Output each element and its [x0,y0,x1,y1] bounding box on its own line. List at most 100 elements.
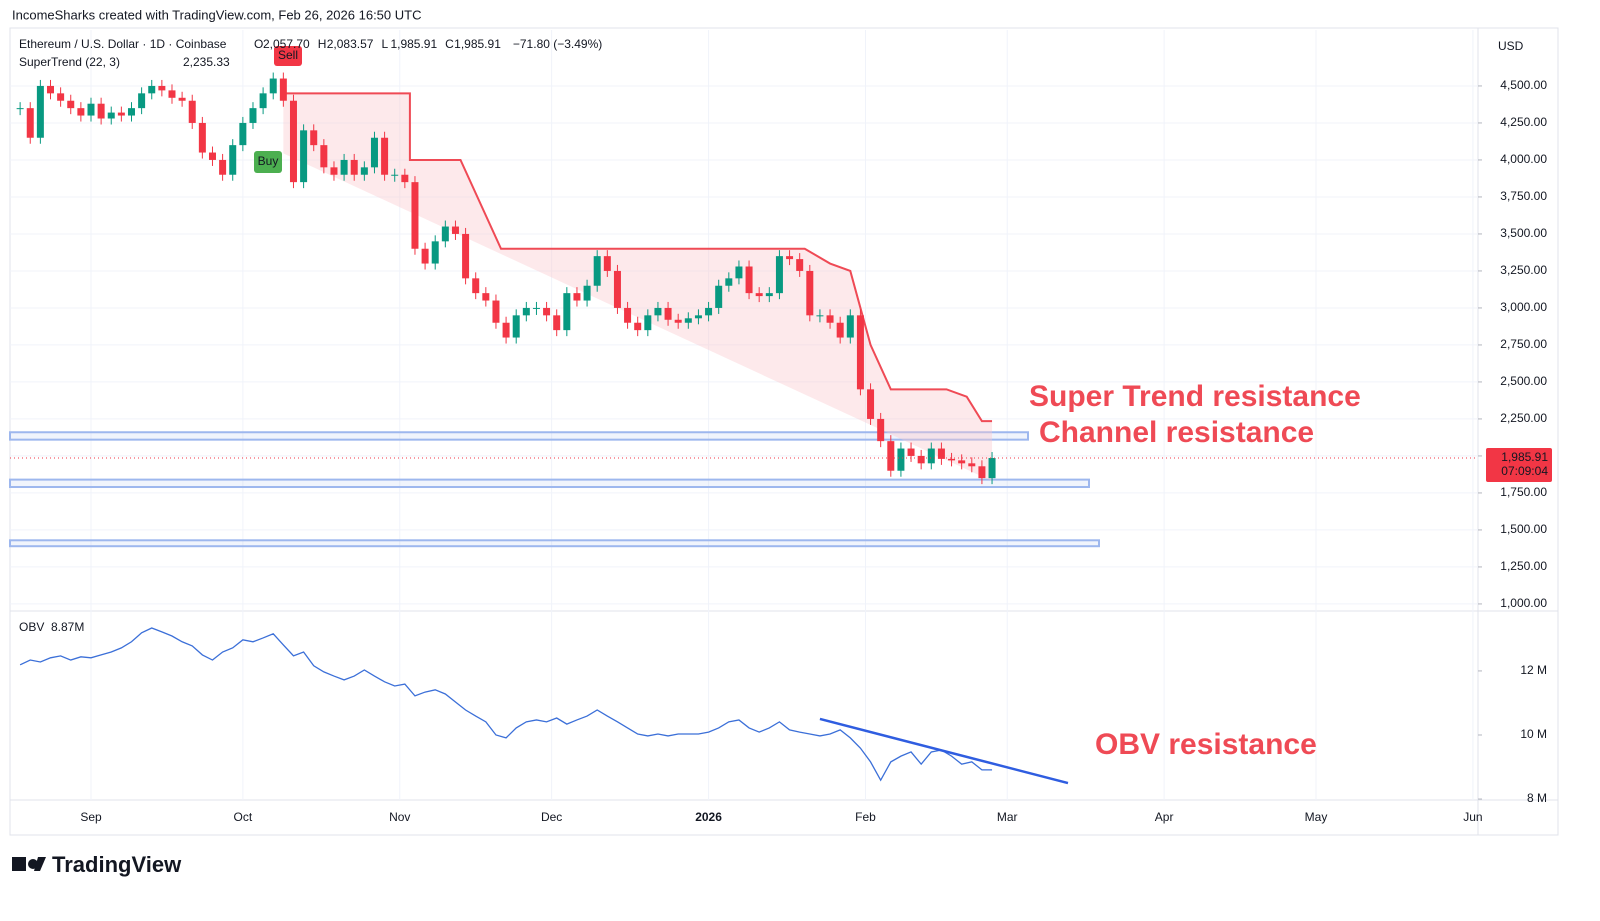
candle [381,137,389,175]
brand: TradingView [52,852,182,877]
candle [198,122,206,153]
candle [715,285,723,308]
supertrend-fill [283,93,993,482]
y-tick-label: 4,000.00 [1500,152,1547,166]
candle [451,226,459,234]
legend-value: 2,083.57 [327,37,374,51]
x-tick-label: Apr [1155,810,1174,824]
x-tick-label: Oct [234,810,253,824]
legend-key: H [318,37,327,51]
y-tick-label: 1,000.00 [1500,596,1547,610]
candle [775,256,783,294]
candle [138,93,146,109]
candle [553,315,561,331]
annotation: OBV resistance [1095,728,1317,761]
candle [269,78,277,94]
candle [370,137,378,168]
candle [694,315,702,319]
candle [836,322,844,338]
candle [613,270,621,308]
candle [765,293,773,297]
y-tick-label: 2,500.00 [1500,374,1547,388]
x-tick-label: Jun [1463,810,1482,824]
candle [462,233,470,279]
y-tick-label: 3,000.00 [1500,300,1547,314]
candle [796,259,804,271]
candle [36,85,44,138]
candle [826,315,834,323]
indicator-value: 2,235.33 [183,55,230,69]
candle [350,159,358,175]
y-tick-label: 3,250.00 [1500,263,1547,277]
candle [310,130,318,146]
sell-signal-box [274,46,302,66]
legend-change: −71.80 (−3.49%) [513,37,602,51]
candle [431,241,439,264]
x-tick-label: Feb [855,810,876,824]
candle [188,100,196,123]
candle [107,112,115,119]
candle [522,307,530,316]
candle [401,174,409,183]
buy-signal: Buy [258,154,279,168]
candle [421,248,429,264]
candle [735,266,743,279]
candle [745,266,753,294]
candle [512,315,520,338]
x-tick-label: 2026 [695,810,722,824]
channel-zone [9,431,1029,441]
obv-trendline [819,717,1069,785]
candle [360,167,368,175]
candle [867,389,875,419]
candle [330,167,338,175]
candle [573,293,581,301]
candle [917,455,925,464]
legend-key: O [254,37,263,51]
candle [57,93,65,101]
candle [654,307,662,316]
candle [259,93,267,109]
y-tick-label: 1,500.00 [1500,522,1547,536]
candle [937,448,945,459]
candle [208,152,216,160]
y-tick-label: 8 M [1527,791,1547,805]
candle [127,108,135,116]
y-tick-label: 1,750.00 [1500,485,1547,499]
candle [856,315,864,390]
legend-value: 1,985.91 [390,37,437,51]
candle [320,145,328,168]
candle [755,293,763,297]
y-tick-label: 4,250.00 [1500,115,1547,129]
candle [583,285,591,301]
header-title: IncomeSharks created with TradingView.co… [12,7,421,22]
annotation: Super Trend resistance [1029,380,1361,413]
candle [948,458,956,461]
candle [624,307,632,323]
candle [634,322,642,331]
candle [482,293,490,301]
obv-line [19,627,993,782]
candle [786,256,794,260]
candle [958,460,966,464]
candle [816,315,824,317]
candle [532,307,540,309]
legend-value: 2,057.70 [263,37,310,51]
supertrend-line [283,92,993,423]
channel-zone [9,478,1090,489]
candle [927,448,935,464]
candle [603,256,611,271]
countdown: 07:09:04 [1501,464,1548,478]
y-tick-label: 10 M [1520,727,1547,741]
channel-zone [9,539,1100,548]
y-tick-label: 2,250.00 [1500,411,1547,425]
sell-signal: Sell [278,48,298,62]
candle [97,103,105,119]
x-tick-label: Dec [541,810,562,824]
candle [340,159,348,175]
candle [300,130,308,183]
candle [158,85,166,91]
candle [978,466,986,479]
candle [897,448,905,471]
candle [593,256,601,286]
